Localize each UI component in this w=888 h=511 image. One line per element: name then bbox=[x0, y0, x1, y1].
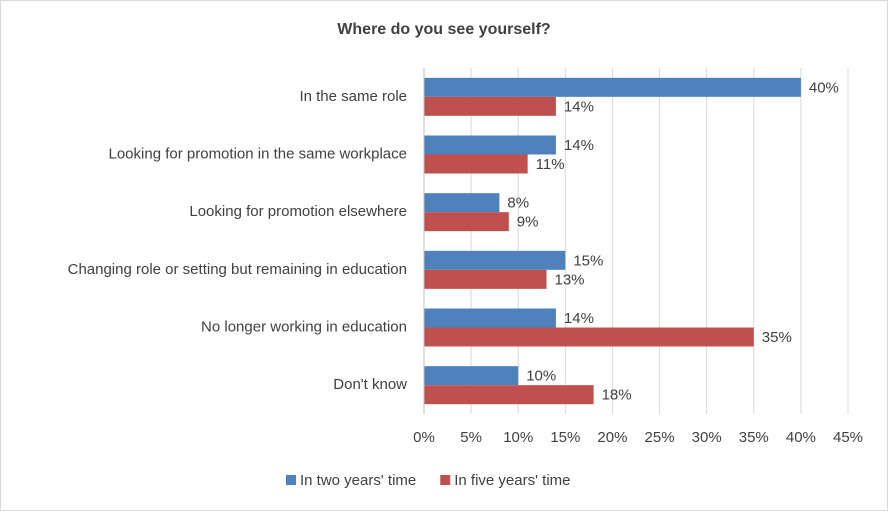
bar bbox=[424, 212, 509, 232]
y-tick-label: Looking for promotion in the same workpl… bbox=[109, 145, 408, 162]
legend-label: In five years' time bbox=[454, 472, 570, 489]
value-label: 13% bbox=[554, 271, 584, 288]
x-tick-label: 25% bbox=[645, 429, 675, 446]
value-label: 9% bbox=[517, 214, 539, 231]
value-label: 35% bbox=[762, 329, 792, 346]
bar bbox=[424, 327, 754, 347]
y-tick-label: In the same role bbox=[299, 88, 407, 105]
bar bbox=[424, 77, 801, 97]
x-tick-label: 20% bbox=[597, 429, 627, 446]
legend-swatch bbox=[286, 475, 296, 485]
x-tick-label: 10% bbox=[503, 429, 533, 446]
y-tick-label: Don't know bbox=[333, 376, 407, 393]
value-label: 11% bbox=[536, 156, 565, 173]
x-tick-label: 40% bbox=[786, 429, 816, 446]
bar bbox=[424, 193, 500, 213]
value-label: 15% bbox=[573, 252, 603, 269]
value-label: 14% bbox=[564, 137, 594, 154]
value-label: 40% bbox=[809, 79, 839, 96]
x-tick-label: 30% bbox=[692, 429, 722, 446]
value-label: 18% bbox=[602, 387, 632, 404]
y-tick-label: Changing role or setting but remaining i… bbox=[68, 261, 407, 278]
x-tick-label: 5% bbox=[460, 429, 482, 446]
x-tick-label: 15% bbox=[550, 429, 580, 446]
value-label: 14% bbox=[564, 310, 594, 327]
x-tick-label: 45% bbox=[833, 429, 863, 446]
value-label: 14% bbox=[564, 98, 594, 115]
bar bbox=[424, 250, 566, 270]
bar bbox=[424, 385, 594, 405]
bar bbox=[424, 96, 556, 116]
legend-label: In two years' time bbox=[300, 472, 416, 489]
chart-title: Where do you see yourself? bbox=[337, 21, 550, 38]
y-tick-label: Looking for promotion elsewhere bbox=[189, 203, 407, 220]
x-tick-label: 35% bbox=[739, 429, 769, 446]
bar bbox=[424, 154, 528, 174]
bar bbox=[424, 135, 556, 155]
value-label: 8% bbox=[507, 195, 529, 212]
bar bbox=[424, 366, 519, 386]
bar bbox=[424, 308, 556, 328]
legend-swatch bbox=[440, 475, 451, 485]
x-tick-label: 0% bbox=[413, 429, 435, 446]
y-tick-label: No longer working in education bbox=[201, 318, 407, 335]
value-label: 10% bbox=[526, 368, 556, 385]
bar bbox=[424, 269, 547, 289]
